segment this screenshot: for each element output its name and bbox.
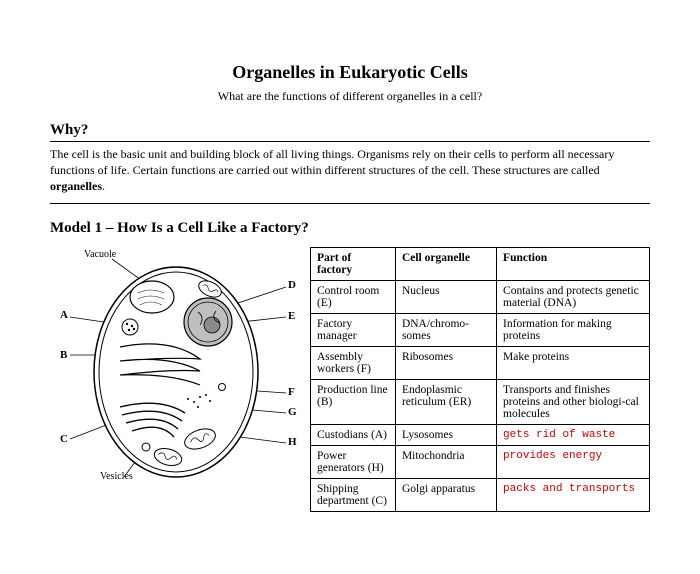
cell-function: provides energy <box>497 445 650 478</box>
table-row: Power generators (H)Mitochondriaprovides… <box>311 445 650 478</box>
cell-function: gets rid of waste <box>497 424 650 445</box>
page-title: Organelles in Eukaryotic Cells <box>50 62 650 83</box>
why-text: The cell is the basic unit and building … <box>50 147 614 177</box>
cell-function: Transports and finishes proteins and oth… <box>497 379 650 424</box>
label-H: H <box>288 436 297 448</box>
label-B: B <box>60 349 67 361</box>
table-row: Shipping department (C)Golgi apparatuspa… <box>311 478 650 511</box>
label-G: G <box>288 406 297 418</box>
cell-part: Power generators (H) <box>311 445 396 478</box>
col-part: Part of factory <box>311 247 396 280</box>
table-row: Custodians (A)Lysosomesgets rid of waste <box>311 424 650 445</box>
col-organelle: Cell organelle <box>395 247 496 280</box>
cell-organelle: Ribosomes <box>395 346 496 379</box>
cell-organelle: Endoplasmic reticulum (ER) <box>395 379 496 424</box>
cell-function: Information for making proteins <box>497 313 650 346</box>
page-subtitle: What are the functions of different orga… <box>50 89 650 104</box>
table-row: Assembly workers (F)RibosomesMake protei… <box>311 346 650 379</box>
cell-organelle: Lysosomes <box>395 424 496 445</box>
cell-svg <box>50 247 302 507</box>
table-header-row: Part of factory Cell organelle Function <box>311 247 650 280</box>
cell-organelle: Nucleus <box>395 280 496 313</box>
why-body: The cell is the basic unit and building … <box>50 146 650 204</box>
label-A: A <box>60 309 68 321</box>
cell-part: Production line (B) <box>311 379 396 424</box>
label-E: E <box>288 310 295 322</box>
model-heading: Model 1 – How Is a Cell Like a Factory? <box>50 220 650 237</box>
label-F: F <box>288 386 295 398</box>
model-row: Vacuole Vesicles A B C D E F G H Part of… <box>50 247 650 512</box>
cell-function: Contains and protects genetic material (… <box>497 280 650 313</box>
cell-organelle: Golgi apparatus <box>395 478 496 511</box>
label-vacuole: Vacuole <box>84 249 116 260</box>
cell-organelle: DNA/chromo-somes <box>395 313 496 346</box>
cell-function: packs and transports <box>497 478 650 511</box>
table-row: Production line (B)Endoplasmic reticulum… <box>311 379 650 424</box>
cell-part: Assembly workers (F) <box>311 346 396 379</box>
label-C: C <box>60 433 68 445</box>
cell-function: Make proteins <box>497 346 650 379</box>
cell-diagram: Vacuole Vesicles A B C D E F G H <box>50 247 302 512</box>
cell-part: Shipping department (C) <box>311 478 396 511</box>
why-end: . <box>102 179 105 193</box>
cell-organelle: Mitochondria <box>395 445 496 478</box>
table-row: Control room (E)NucleusContains and prot… <box>311 280 650 313</box>
organelles-bold: organelles <box>50 179 102 193</box>
label-vesicles: Vesicles <box>100 471 133 482</box>
cell-part: Custodians (A) <box>311 424 396 445</box>
why-heading: Why? <box>50 122 650 142</box>
factory-table: Part of factory Cell organelle Function … <box>310 247 650 512</box>
cell-part: Factory manager <box>311 313 396 346</box>
table-row: Factory managerDNA/chromo-somesInformati… <box>311 313 650 346</box>
col-function: Function <box>497 247 650 280</box>
label-D: D <box>288 279 296 291</box>
cell-part: Control room (E) <box>311 280 396 313</box>
